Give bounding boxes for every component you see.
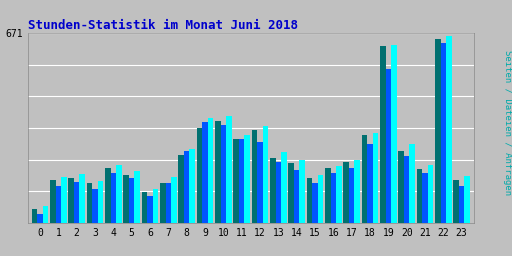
Bar — [441, 42, 446, 223]
Bar — [153, 189, 158, 223]
Bar — [244, 135, 250, 223]
Bar — [362, 135, 367, 223]
Bar — [37, 214, 43, 223]
Bar — [166, 183, 171, 223]
Bar — [92, 189, 98, 223]
Bar — [344, 162, 349, 223]
Bar — [391, 45, 397, 223]
Bar — [87, 183, 92, 223]
Text: Seiten / Dateien / Anfragen: Seiten / Dateien / Anfragen — [503, 50, 512, 195]
Bar — [135, 171, 140, 223]
Bar — [105, 168, 111, 223]
Bar — [325, 168, 331, 223]
Bar — [79, 174, 85, 223]
Bar — [142, 192, 147, 223]
Bar — [354, 160, 360, 223]
Bar — [123, 175, 129, 223]
Bar — [312, 183, 318, 223]
Bar — [288, 163, 294, 223]
Bar — [446, 36, 452, 223]
Bar — [252, 130, 258, 223]
Bar — [129, 178, 135, 223]
Bar — [258, 142, 263, 223]
Bar — [98, 181, 103, 223]
Bar — [417, 169, 422, 223]
Bar — [147, 196, 153, 223]
Bar — [275, 162, 281, 223]
Bar — [281, 152, 287, 223]
Bar — [435, 39, 441, 223]
Bar — [226, 116, 231, 223]
Bar — [307, 178, 312, 223]
Bar — [398, 151, 404, 223]
Bar — [160, 183, 166, 223]
Bar — [50, 180, 56, 223]
Bar — [208, 118, 214, 223]
Bar — [263, 126, 268, 223]
Bar — [221, 125, 226, 223]
Bar — [116, 165, 122, 223]
Bar — [32, 209, 37, 223]
Bar — [386, 69, 391, 223]
Bar — [300, 160, 305, 223]
Bar — [189, 149, 195, 223]
Bar — [56, 186, 61, 223]
Text: Stunden-Statistik im Monat Juni 2018: Stunden-Statistik im Monat Juni 2018 — [28, 19, 298, 32]
Bar — [184, 151, 189, 223]
Bar — [459, 186, 464, 223]
Bar — [318, 175, 323, 223]
Bar — [74, 182, 79, 223]
Bar — [422, 173, 428, 223]
Bar — [367, 144, 373, 223]
Bar — [270, 158, 275, 223]
Bar — [336, 166, 342, 223]
Bar — [233, 140, 239, 223]
Bar — [373, 133, 378, 223]
Bar — [454, 180, 459, 223]
Bar — [111, 173, 116, 223]
Bar — [197, 128, 202, 223]
Bar — [410, 144, 415, 223]
Bar — [380, 46, 386, 223]
Bar — [179, 155, 184, 223]
Bar — [464, 176, 470, 223]
Bar — [202, 122, 208, 223]
Bar — [61, 177, 67, 223]
Bar — [428, 165, 433, 223]
Bar — [331, 173, 336, 223]
Bar — [43, 206, 48, 223]
Bar — [404, 156, 410, 223]
Bar — [294, 170, 300, 223]
Bar — [239, 140, 244, 223]
Bar — [349, 168, 354, 223]
Bar — [171, 177, 177, 223]
Bar — [215, 121, 221, 223]
Bar — [69, 178, 74, 223]
